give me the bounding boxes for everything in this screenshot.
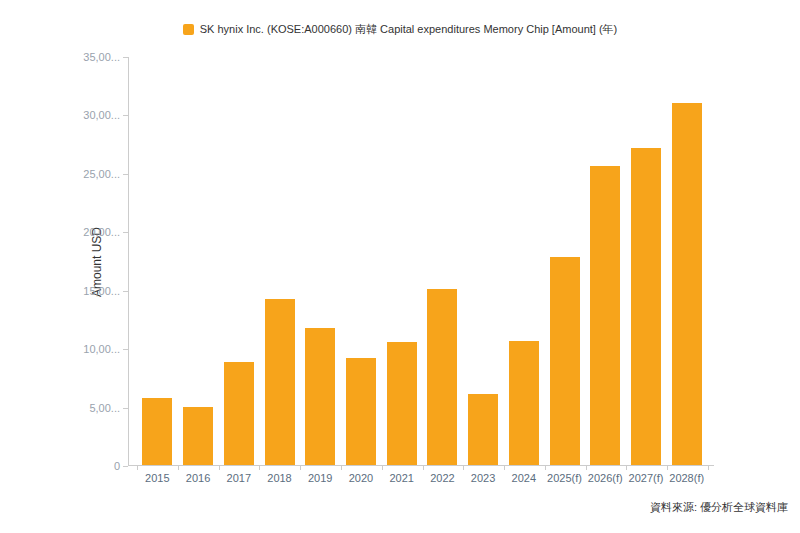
x-axis-tick <box>463 465 464 470</box>
bar-2025(f)[interactable] <box>550 257 580 465</box>
x-axis-tick <box>300 465 301 470</box>
y-axis-tick-label: 20,00... <box>83 226 120 238</box>
bar-2015[interactable] <box>142 398 172 465</box>
x-axis-label-2024: 2024 <box>503 472 544 484</box>
x-axis-label-2020: 2020 <box>341 472 382 484</box>
y-axis-tick <box>123 57 128 58</box>
bar-slot <box>666 57 707 465</box>
x-axis-label-2017: 2017 <box>218 472 259 484</box>
bar-2027(f)[interactable] <box>631 148 661 465</box>
bar-slot <box>585 57 626 465</box>
y-axis-tick <box>123 232 128 233</box>
bar-slot <box>137 57 178 465</box>
bar-slot <box>300 57 341 465</box>
x-axis-tick <box>178 465 179 470</box>
bar-2028(f)[interactable] <box>672 103 702 465</box>
bar-slot <box>544 57 585 465</box>
bars-layer <box>137 57 707 465</box>
y-axis-tick-label: 5,00... <box>89 402 120 414</box>
plot-area: 35,00...30,00...25,00...20,00...15,00...… <box>128 57 714 466</box>
x-axis-labels: 2015201620172018201920202021202220232024… <box>137 472 707 484</box>
legend[interactable]: SK hynix Inc. (KOSE:A000660) 南韓 Capital … <box>0 22 800 37</box>
y-axis-tick <box>123 115 128 116</box>
x-axis-label-2026(f): 2026(f) <box>585 472 626 484</box>
bar-slot <box>341 57 382 465</box>
x-axis-label-2019: 2019 <box>300 472 341 484</box>
y-axis-tick <box>123 349 128 350</box>
bar-slot <box>626 57 667 465</box>
x-axis-label-2015: 2015 <box>137 472 178 484</box>
bar-slot <box>218 57 259 465</box>
x-axis-label-2023: 2023 <box>463 472 504 484</box>
y-axis-tick <box>123 408 128 409</box>
bar-2021[interactable] <box>387 342 417 465</box>
bar-slot <box>381 57 422 465</box>
x-axis-label-2028(f): 2028(f) <box>666 472 707 484</box>
y-axis-tick <box>123 174 128 175</box>
bar-slot <box>259 57 300 465</box>
x-axis-tick <box>667 465 668 470</box>
legend-swatch-icon <box>183 24 194 35</box>
x-axis-label-2016: 2016 <box>178 472 219 484</box>
bar-2017[interactable] <box>224 362 254 465</box>
y-axis-tick-label: 30,00... <box>83 109 120 121</box>
bar-2022[interactable] <box>427 289 457 465</box>
y-axis-tick <box>123 291 128 292</box>
bar-slot <box>463 57 504 465</box>
bar-slot <box>178 57 219 465</box>
bar-2019[interactable] <box>305 328 335 465</box>
x-axis-tick <box>586 465 587 470</box>
x-axis-tick <box>504 465 505 470</box>
y-axis-tick-label: 25,00... <box>83 168 120 180</box>
x-axis-tick <box>708 465 709 470</box>
x-axis-label-2021: 2021 <box>381 472 422 484</box>
x-axis-tick <box>137 465 138 470</box>
capex-bar-chart: SK hynix Inc. (KOSE:A000660) 南韓 Capital … <box>0 0 800 533</box>
bar-2023[interactable] <box>468 394 498 465</box>
bar-2016[interactable] <box>183 407 213 465</box>
bar-2024[interactable] <box>509 341 539 465</box>
bar-slot <box>503 57 544 465</box>
x-axis-tick <box>341 465 342 470</box>
x-axis-label-2025(f): 2025(f) <box>544 472 585 484</box>
source-note: 資料來源: 優分析全球資料庫 <box>650 500 788 515</box>
bar-2018[interactable] <box>265 299 295 465</box>
bar-slot <box>422 57 463 465</box>
x-axis-label-2027(f): 2027(f) <box>626 472 667 484</box>
y-axis-tick-label: 10,00... <box>83 343 120 355</box>
y-axis-tick-label: 0 <box>114 460 120 472</box>
x-axis-tick <box>423 465 424 470</box>
x-axis-tick <box>545 465 546 470</box>
legend-label: SK hynix Inc. (KOSE:A000660) 南韓 Capital … <box>200 22 618 37</box>
x-axis-tick <box>382 465 383 470</box>
bar-2026(f)[interactable] <box>590 166 620 465</box>
x-axis-tick <box>626 465 627 470</box>
x-axis-label-2022: 2022 <box>422 472 463 484</box>
y-axis-tick-label: 35,00... <box>83 51 120 63</box>
y-axis-tick-label: 15,00... <box>83 285 120 297</box>
x-axis-tick <box>219 465 220 470</box>
x-axis-label-2018: 2018 <box>259 472 300 484</box>
y-axis-tick <box>123 466 128 467</box>
x-axis-tick <box>259 465 260 470</box>
bar-2020[interactable] <box>346 358 376 466</box>
